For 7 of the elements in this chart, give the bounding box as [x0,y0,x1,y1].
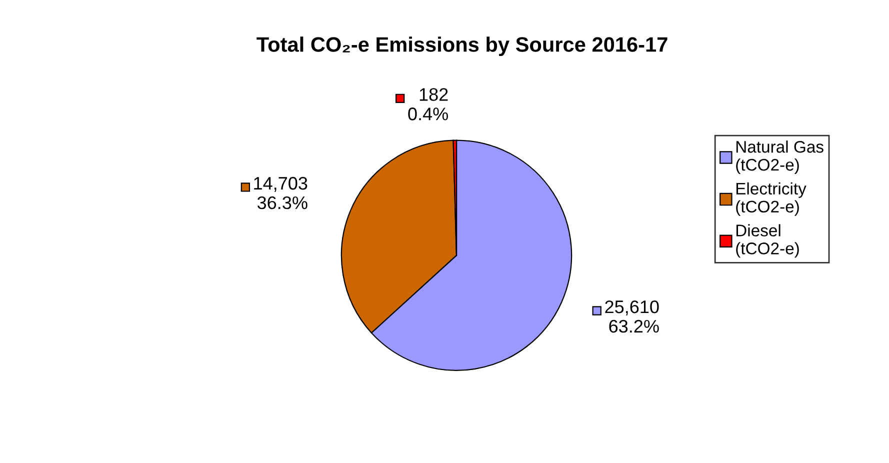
chart-title: Total CO₂-e Emissions by Source 2016-17 [256,36,668,56]
legend-label: Diesel (tCO2-e) [736,224,799,258]
data-label: 25,610 63.2% [605,300,659,333]
legend-label: Electricity (tCO2-e) [736,182,806,216]
data-label: 182 0.4% [408,88,448,120]
legend-label: Natural Gas (tCO2-e) [736,140,824,174]
data-label: 14,703 36.3% [254,176,308,210]
